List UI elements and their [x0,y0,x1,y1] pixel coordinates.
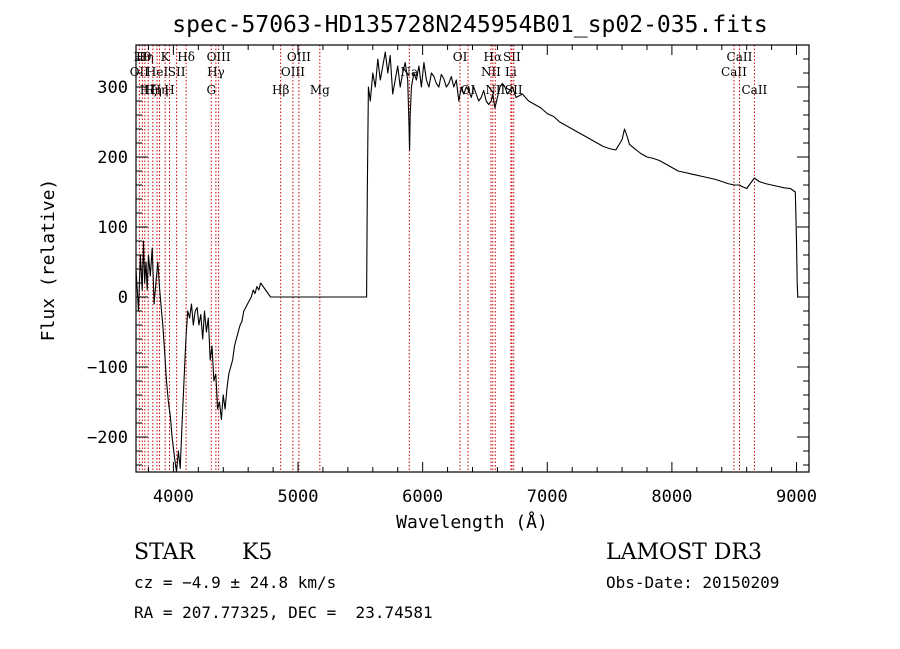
marker-label: OIII [207,50,231,64]
plot-frame [135,44,810,473]
marker-label: OI [453,50,468,64]
marker-label: NII [485,83,505,97]
y-tick-label: −200 [87,428,128,448]
y-tick-label: 0 [118,288,128,308]
object-subclass: K5 [242,540,273,565]
marker-label: Hδ [177,50,195,64]
x-tick-label: 8000 [651,487,692,507]
marker-label: Hβ [272,83,289,97]
marker-label: Hθ [134,50,152,64]
line-markers: OIIHθHηHζHηHeIHηKHSIIHδGHγOIIIHβOIIIOIII… [130,45,768,472]
marker-label: K [161,50,171,64]
marker-label: Hη [144,83,162,97]
x-tick-label: 7000 [527,487,568,507]
marker-label: SII [503,50,521,64]
x-tick-label: 4000 [153,487,194,507]
marker-label: G [206,83,216,97]
marker-label: Hγ [207,65,225,79]
marker-label: Hα [484,50,503,64]
y-tick-label: 100 [97,218,128,238]
marker-label: H [164,83,174,97]
y-axis-ticks: −200 −100 0 100 200 300 [87,44,809,466]
marker-label: OIII [287,50,311,64]
x-tick-label: 9000 [776,487,817,507]
marker-label: SII [168,65,186,79]
y-tick-label: 200 [97,148,128,168]
object-class: STAR [134,540,195,565]
x-tick-label: 6000 [402,487,443,507]
plot-area [135,51,799,473]
marker-label: Mg [310,83,330,97]
spectrum-series-0 [135,51,799,473]
marker-label: NII [481,65,501,79]
chart-title: spec-57063-HD135728N245954B01_sp02-035.f… [172,12,767,38]
y-axis-label: Flux (relative) [38,179,59,342]
x-axis-ticks: 4000 5000 6000 7000 8000 9000 [147,45,817,507]
marker-label: CaII [741,83,767,97]
marker-label: CaII [721,65,747,79]
marker-label: OII [130,65,150,79]
y-tick-label: 300 [97,78,128,98]
x-axis-label: Wavelength (Å) [396,511,548,533]
survey-name: LAMOST DR3 [606,540,762,565]
y-tick-label: −100 [87,358,128,378]
redshift-info: cz = −4.9 ± 24.8 km/s [134,573,337,592]
marker-label: HeI [146,65,169,79]
marker-label: CaII [727,50,753,64]
marker-label: OIII [281,65,305,79]
marker-label: Li [505,65,517,79]
marker-label: Hη [136,50,154,64]
ra-dec: RA = 207.77325, DEC = 23.74581 [134,603,433,622]
x-tick-label: 5000 [278,487,319,507]
obs-date: Obs-Date: 20150209 [606,573,780,592]
marker-label: Hη [151,83,169,97]
